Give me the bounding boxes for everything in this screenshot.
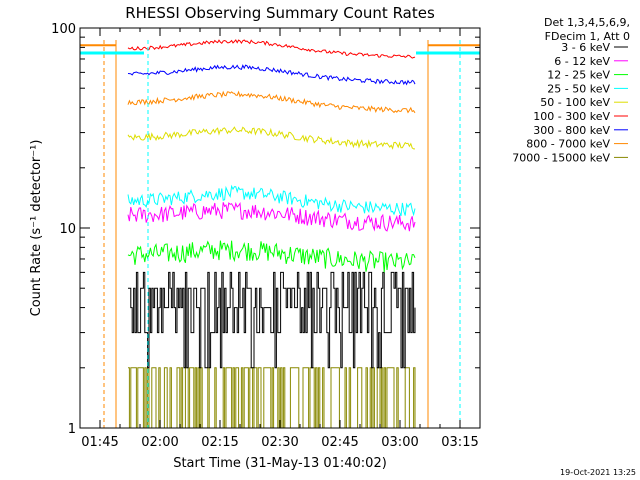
x-tick-label: 03:15 [441, 435, 478, 450]
y-axis: 1 10 100 [51, 22, 480, 437]
legend-header-line-1: Det 1,3,4,5,6,9, [544, 16, 630, 29]
x-tick-label: 02:15 [201, 435, 238, 450]
series-line [128, 271, 416, 369]
legend-entry-label: 25 - 50 keV [547, 82, 610, 95]
series-line [127, 64, 416, 86]
generation-timestamp: 19-Oct-2021 13:25 [560, 468, 636, 477]
series-line [127, 240, 416, 273]
y-tick-label: 1 [68, 422, 76, 437]
legend-header-line-2: FDecim 1, Att 0 [545, 30, 630, 43]
y-tick-label: 100 [51, 22, 76, 37]
legend-entry-label: 800 - 7000 keV [526, 138, 610, 151]
legend-entry-label: 12 - 25 keV [547, 69, 610, 82]
series-line [127, 126, 415, 150]
series-line [127, 90, 416, 114]
series-line [127, 184, 416, 217]
legend-entry-label: 3 - 6 keV [561, 41, 610, 54]
legend-entry-label: 7000 - 15000 keV [512, 151, 610, 164]
y-tick-label: 10 [59, 222, 76, 237]
legend: Det 1,3,4,5,6,9, FDecim 1, Att 0 3 - 6 k… [512, 16, 630, 164]
x-tick-label: 02:45 [321, 435, 358, 450]
marker-layer [80, 40, 480, 428]
chart-title: RHESSI Observing Summary Count Rates [125, 4, 435, 22]
legend-entry-label: 300 - 800 keV [533, 124, 610, 137]
legend-entry-label: 50 - 100 keV [540, 96, 610, 109]
x-tick-label: 01:45 [81, 435, 118, 450]
x-axis-label: Start Time (31-May-13 01:40:02) [173, 456, 387, 471]
x-tick-label: 02:00 [141, 435, 178, 450]
x-tick-label: 03:00 [381, 435, 418, 450]
y-axis-label: Count Rate (s⁻¹ detector⁻¹) [29, 140, 44, 317]
legend-entry-label: 100 - 300 keV [533, 110, 610, 123]
series-line [127, 39, 416, 59]
x-axis: 01:45 02:00 02:15 02:30 02:45 03:00 03:15 [79, 28, 481, 450]
legend-entry-label: 6 - 12 keV [554, 55, 610, 68]
series-layer [127, 39, 416, 429]
x-tick-label: 02:30 [261, 435, 298, 450]
plot-area [79, 27, 481, 429]
series-line [128, 367, 416, 429]
series-line [127, 201, 416, 232]
